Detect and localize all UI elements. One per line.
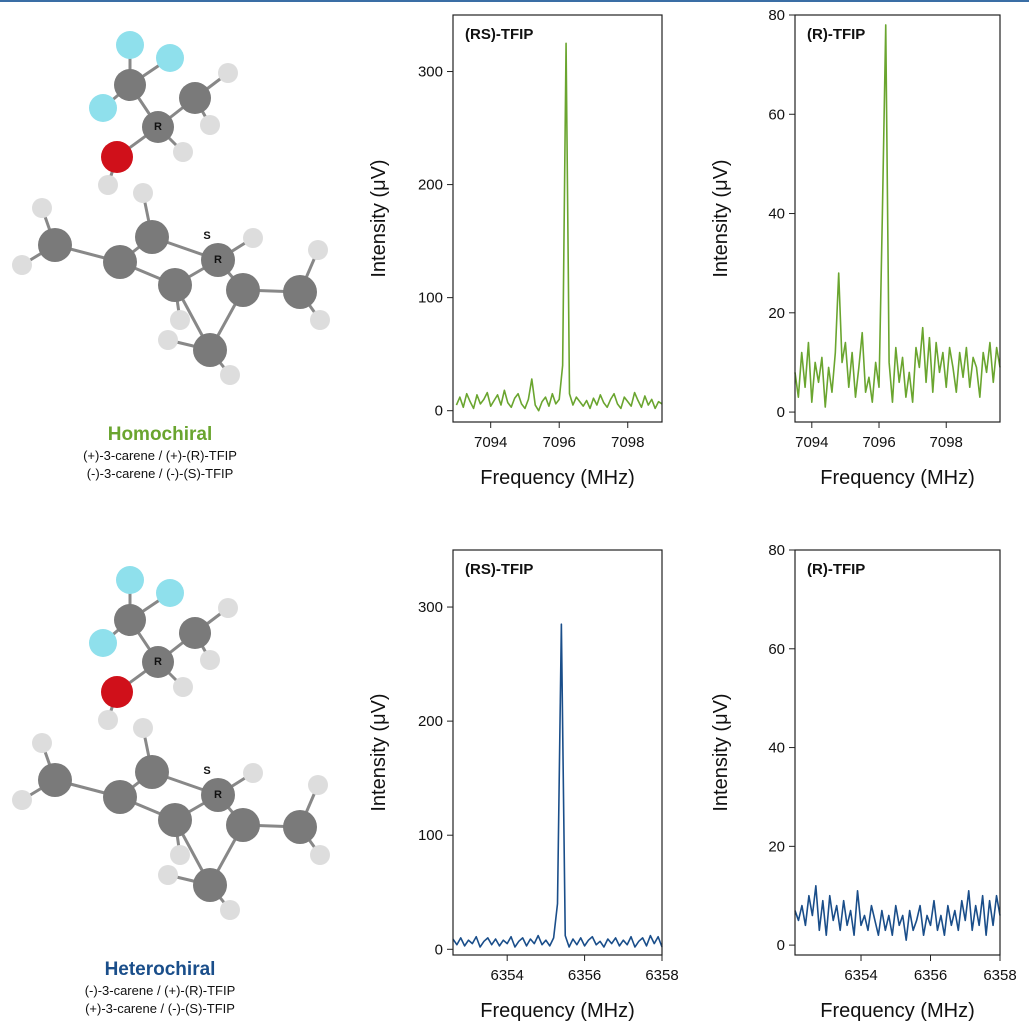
x-axis-label: Frequency (MHz) (820, 467, 974, 489)
y-tick-label: 300 (418, 64, 443, 81)
molecule: R S R (12, 566, 330, 920)
y-tick-label: 0 (777, 404, 785, 421)
atom-label: S (203, 765, 210, 777)
atom-label: R (154, 121, 162, 133)
y-tick-label: 0 (777, 937, 785, 954)
x-tick-label: 7096 (543, 434, 576, 451)
spectrum-line (795, 25, 1000, 407)
atom-label: R (154, 656, 162, 668)
atom-label: R (214, 789, 222, 801)
spectrum-line (795, 886, 1000, 940)
y-tick-label: 40 (768, 740, 785, 757)
y-tick-label: 20 (768, 305, 785, 322)
x-tick-label: 6354 (844, 967, 877, 984)
y-tick-label: 40 (768, 206, 785, 223)
y-tick-label: 60 (768, 106, 785, 123)
x-tick-label: 7098 (930, 434, 963, 451)
y-tick-label: 100 (418, 827, 443, 844)
figure: R S R R S R Homochiral (+)-3-carene / (+)… (0, 0, 1029, 1031)
y-tick-label: 80 (768, 542, 785, 559)
x-tick-label: 6356 (914, 967, 947, 984)
plot-frame (453, 15, 662, 422)
chart-title: (R)-TFIP (807, 26, 865, 43)
y-tick-label: 300 (418, 599, 443, 616)
atom-label: S (203, 230, 210, 242)
x-tick-label: 7098 (611, 434, 644, 451)
caption-line: (+)-3-carene / (+)-(R)-TFIP (83, 448, 237, 463)
y-tick-label: 80 (768, 7, 785, 24)
y-axis-label: Intensity (μV) (368, 693, 390, 811)
y-tick-label: 100 (418, 290, 443, 307)
y-axis-label: Intensity (μV) (710, 693, 732, 811)
x-tick-label: 6356 (568, 967, 601, 984)
x-tick-label: 6358 (645, 967, 678, 984)
chart-title: (RS)-TFIP (465, 561, 533, 578)
x-tick-label: 6354 (490, 967, 523, 984)
caption-title: Homochiral (108, 424, 213, 445)
x-axis-label: Frequency (MHz) (820, 1000, 974, 1022)
x-tick-label: 6358 (983, 967, 1016, 984)
y-tick-label: 60 (768, 641, 785, 658)
y-tick-label: 0 (435, 941, 443, 958)
chart-title: (RS)-TFIP (465, 26, 533, 43)
y-tick-label: 200 (418, 177, 443, 194)
spectrum-line (456, 43, 662, 410)
caption-title: Heterochiral (105, 959, 216, 980)
x-axis-label: Frequency (MHz) (480, 467, 634, 489)
x-tick-label: 7094 (474, 434, 507, 451)
x-tick-label: 7094 (795, 434, 828, 451)
y-axis-label: Intensity (μV) (710, 159, 732, 277)
x-axis-label: Frequency (MHz) (480, 1000, 634, 1022)
molecule: R S R (12, 31, 330, 385)
spectrum-line (453, 624, 662, 947)
y-tick-label: 20 (768, 838, 785, 855)
caption-line: (+)-3-carene / (-)-(S)-TFIP (85, 1001, 235, 1016)
page: {"captions": [ {"title": "Homochiral", "… (0, 0, 1029, 1031)
y-tick-label: 200 (418, 713, 443, 730)
caption-line: (-)-3-carene / (+)-(R)-TFIP (85, 983, 236, 998)
x-tick-label: 7096 (862, 434, 895, 451)
y-axis-label: Intensity (μV) (368, 159, 390, 277)
atom-label: R (214, 254, 222, 266)
caption-line: (-)-3-carene / (-)-(S)-TFIP (87, 466, 234, 481)
y-tick-label: 0 (435, 403, 443, 420)
chart-title: (R)-TFIP (807, 561, 865, 578)
